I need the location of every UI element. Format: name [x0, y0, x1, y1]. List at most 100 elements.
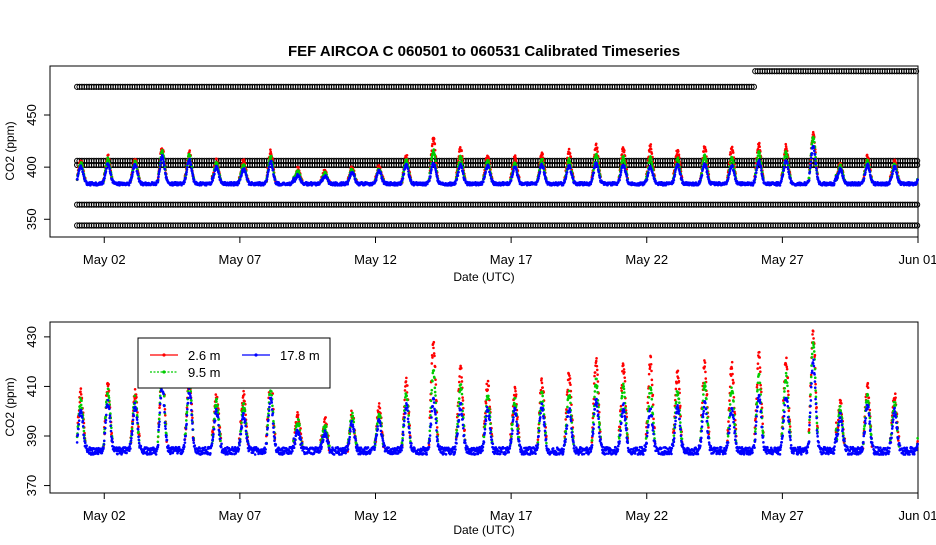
- data-point: [649, 143, 653, 146]
- reference-series-364: [74, 201, 921, 208]
- data-point: [483, 175, 486, 179]
- data-point: [540, 162, 543, 166]
- data-point: [592, 171, 596, 174]
- data-point: [705, 160, 708, 164]
- data-point: [76, 178, 79, 181]
- data-point: [565, 170, 569, 174]
- data-point: [482, 180, 485, 184]
- data-point: [758, 145, 761, 149]
- data-point: [591, 176, 594, 180]
- data-point: [729, 152, 733, 156]
- data-point: [484, 170, 487, 174]
- data-point: [189, 163, 193, 167]
- data-point: [489, 174, 493, 177]
- data-point: [104, 170, 108, 173]
- data-point: [129, 181, 132, 184]
- data-point: [649, 157, 653, 160]
- data-point: [434, 159, 437, 163]
- chart-title: FEF AIRCOA C 060501 to 060531 Calibrated…: [288, 43, 680, 60]
- data-point: [103, 176, 106, 180]
- data-point: [480, 183, 484, 186]
- data-point: [129, 178, 133, 182]
- data-point: [131, 170, 135, 174]
- data-point: [162, 164, 166, 167]
- data-point: [242, 158, 246, 161]
- data-point: [215, 157, 218, 161]
- data-point: [595, 146, 599, 149]
- data-point: [267, 168, 270, 171]
- data-point: [541, 158, 544, 161]
- data-point: [456, 174, 460, 177]
- data-point: [158, 164, 162, 168]
- data-point: [457, 170, 460, 174]
- data-point: [568, 164, 572, 167]
- reference-series-477: [74, 83, 758, 90]
- data-point: [238, 178, 242, 181]
- data-point: [729, 161, 732, 165]
- data-point: [156, 180, 160, 184]
- data-point: [594, 142, 598, 146]
- data-point: [269, 148, 272, 151]
- data-point: [405, 163, 409, 166]
- data-point: [784, 142, 788, 146]
- data-point: [433, 142, 437, 146]
- data-point: [460, 149, 463, 153]
- data-point: [704, 157, 708, 161]
- data-point: [458, 145, 462, 149]
- reference-series-344: [74, 222, 921, 229]
- data-point: [731, 151, 735, 154]
- data-point: [455, 177, 459, 181]
- data-point: [185, 173, 188, 176]
- data-point: [405, 154, 409, 157]
- data-point: [409, 179, 413, 182]
- data-point: [509, 179, 513, 182]
- data-point: [516, 173, 519, 176]
- data-point: [299, 177, 302, 181]
- data-point: [297, 166, 300, 169]
- data-point: [399, 182, 403, 186]
- data-point: [569, 166, 572, 170]
- data-point: [429, 175, 432, 178]
- reference-series-492: [752, 68, 920, 75]
- data-point: [786, 155, 789, 158]
- data-point: [460, 160, 464, 163]
- data-point: [217, 170, 220, 173]
- data-point: [379, 172, 383, 176]
- data-point: [564, 175, 568, 178]
- data-point: [135, 165, 138, 169]
- reference-point: [914, 201, 921, 208]
- data-point: [487, 160, 491, 164]
- data-point: [676, 156, 680, 159]
- data-point: [402, 172, 406, 176]
- data-point: [544, 176, 548, 179]
- data-point: [512, 169, 515, 173]
- data-point: [161, 158, 165, 161]
- reference-point: [911, 201, 918, 208]
- data-point: [107, 159, 111, 162]
- data-point: [188, 149, 191, 152]
- data-point: [405, 158, 409, 161]
- data-point: [677, 153, 681, 157]
- data-point: [543, 172, 546, 175]
- data-point: [839, 163, 842, 167]
- data-point: [567, 147, 571, 151]
- data-point: [218, 175, 221, 178]
- reference-point: [910, 68, 917, 75]
- data-point: [184, 176, 187, 180]
- data-point: [598, 176, 602, 180]
- data-point: [541, 152, 544, 156]
- data-point: [433, 156, 437, 159]
- data-point: [432, 137, 436, 141]
- data-point: [406, 167, 410, 171]
- top-plot-frame: [49, 65, 919, 238]
- data-point: [784, 150, 788, 153]
- data-point: [597, 170, 601, 174]
- data-point: [595, 152, 598, 156]
- data-point: [596, 166, 600, 169]
- data-point: [237, 181, 241, 185]
- data-point: [703, 145, 707, 149]
- data-point: [812, 140, 816, 144]
- data-point: [460, 157, 463, 160]
- data-point: [189, 154, 192, 158]
